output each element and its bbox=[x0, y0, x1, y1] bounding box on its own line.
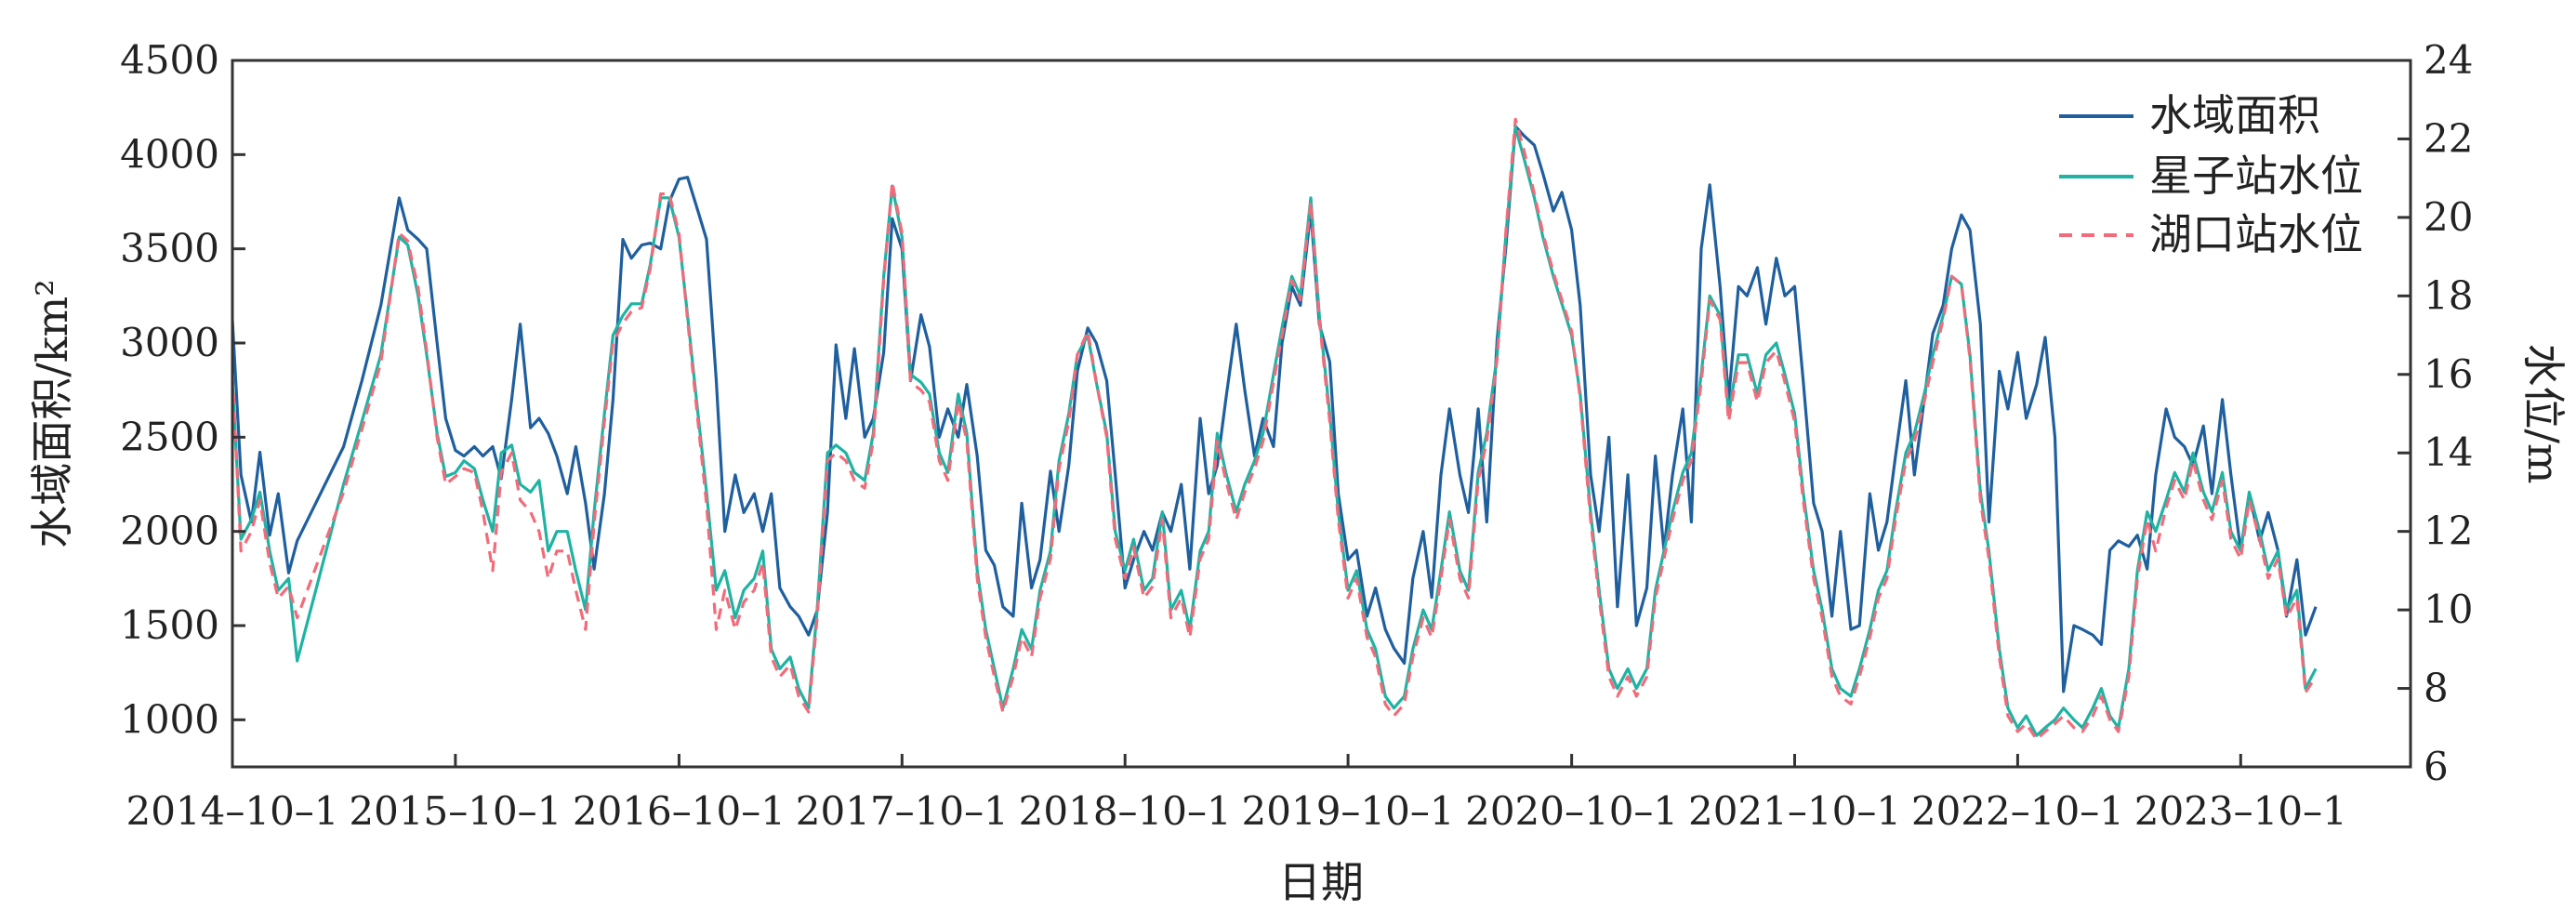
right-tick-label: 14 bbox=[2424, 429, 2473, 475]
x-tick-label: 2021–10–1 bbox=[1688, 788, 1901, 834]
x-tick-label: 2019–10–1 bbox=[1242, 788, 1455, 834]
right-tick-label: 18 bbox=[2424, 272, 2473, 318]
right-tick-label: 12 bbox=[2424, 508, 2473, 554]
right-tick-label: 22 bbox=[2424, 115, 2473, 161]
x-tick-label: 2018–10–1 bbox=[1019, 788, 1232, 834]
left-tick-label: 4000 bbox=[120, 131, 219, 177]
x-tick-label: 2015–10–1 bbox=[349, 788, 561, 834]
x-axis-title: 日期 bbox=[1278, 857, 1364, 907]
left-tick-label: 2500 bbox=[120, 414, 219, 459]
right-tick-label: 24 bbox=[2424, 37, 2473, 83]
legend-label-xingzi: 星子站水位 bbox=[2149, 151, 2363, 201]
legend-label-area: 水域面积 bbox=[2149, 90, 2320, 140]
series-hukou-line bbox=[232, 117, 2318, 742]
right-axis: 6 8 10 12 14 16 18 20 22 24 bbox=[2398, 37, 2473, 789]
legend: 水域面积 星子站水位 湖口站水位 bbox=[2059, 90, 2363, 259]
right-tick-label: 16 bbox=[2424, 351, 2473, 397]
plot-frame bbox=[231, 59, 2412, 769]
left-axis-title: 水域面积/km² bbox=[27, 279, 77, 548]
x-tick-label: 2016–10–1 bbox=[573, 788, 786, 834]
right-tick-label: 8 bbox=[2424, 666, 2449, 711]
left-tick-label: 1500 bbox=[120, 602, 219, 648]
right-tick-label: 20 bbox=[2424, 194, 2473, 240]
x-tick-label: 2023–10–1 bbox=[2134, 788, 2347, 834]
left-tick-label: 4500 bbox=[120, 37, 219, 83]
right-axis-title: 水位/m bbox=[2518, 343, 2569, 483]
x-tick-label: 2017–10–1 bbox=[796, 788, 1009, 834]
x-tick-label: 2020–10–1 bbox=[1465, 788, 1678, 834]
right-tick-label: 6 bbox=[2424, 744, 2449, 789]
x-tick-label: 2022–10–1 bbox=[1911, 788, 2124, 834]
left-tick-label: 3500 bbox=[120, 226, 219, 271]
right-tick-label: 10 bbox=[2424, 587, 2473, 632]
x-axis: 2014–10–1 2015–10–1 2016–10–1 2017–10–1 2018… bbox=[125, 754, 2347, 834]
x-tick-label: 2014–10–1 bbox=[125, 788, 338, 834]
left-tick-label: 1000 bbox=[120, 696, 219, 742]
series-layer bbox=[232, 117, 2318, 742]
series-area-line bbox=[232, 125, 2318, 693]
legend-label-hukou: 湖口站水位 bbox=[2149, 209, 2363, 259]
left-tick-label: 3000 bbox=[120, 320, 219, 365]
left-axis: 1000 1500 2000 2500 3000 3500 4000 4500 bbox=[120, 37, 245, 742]
left-tick-label: 2000 bbox=[120, 508, 219, 554]
